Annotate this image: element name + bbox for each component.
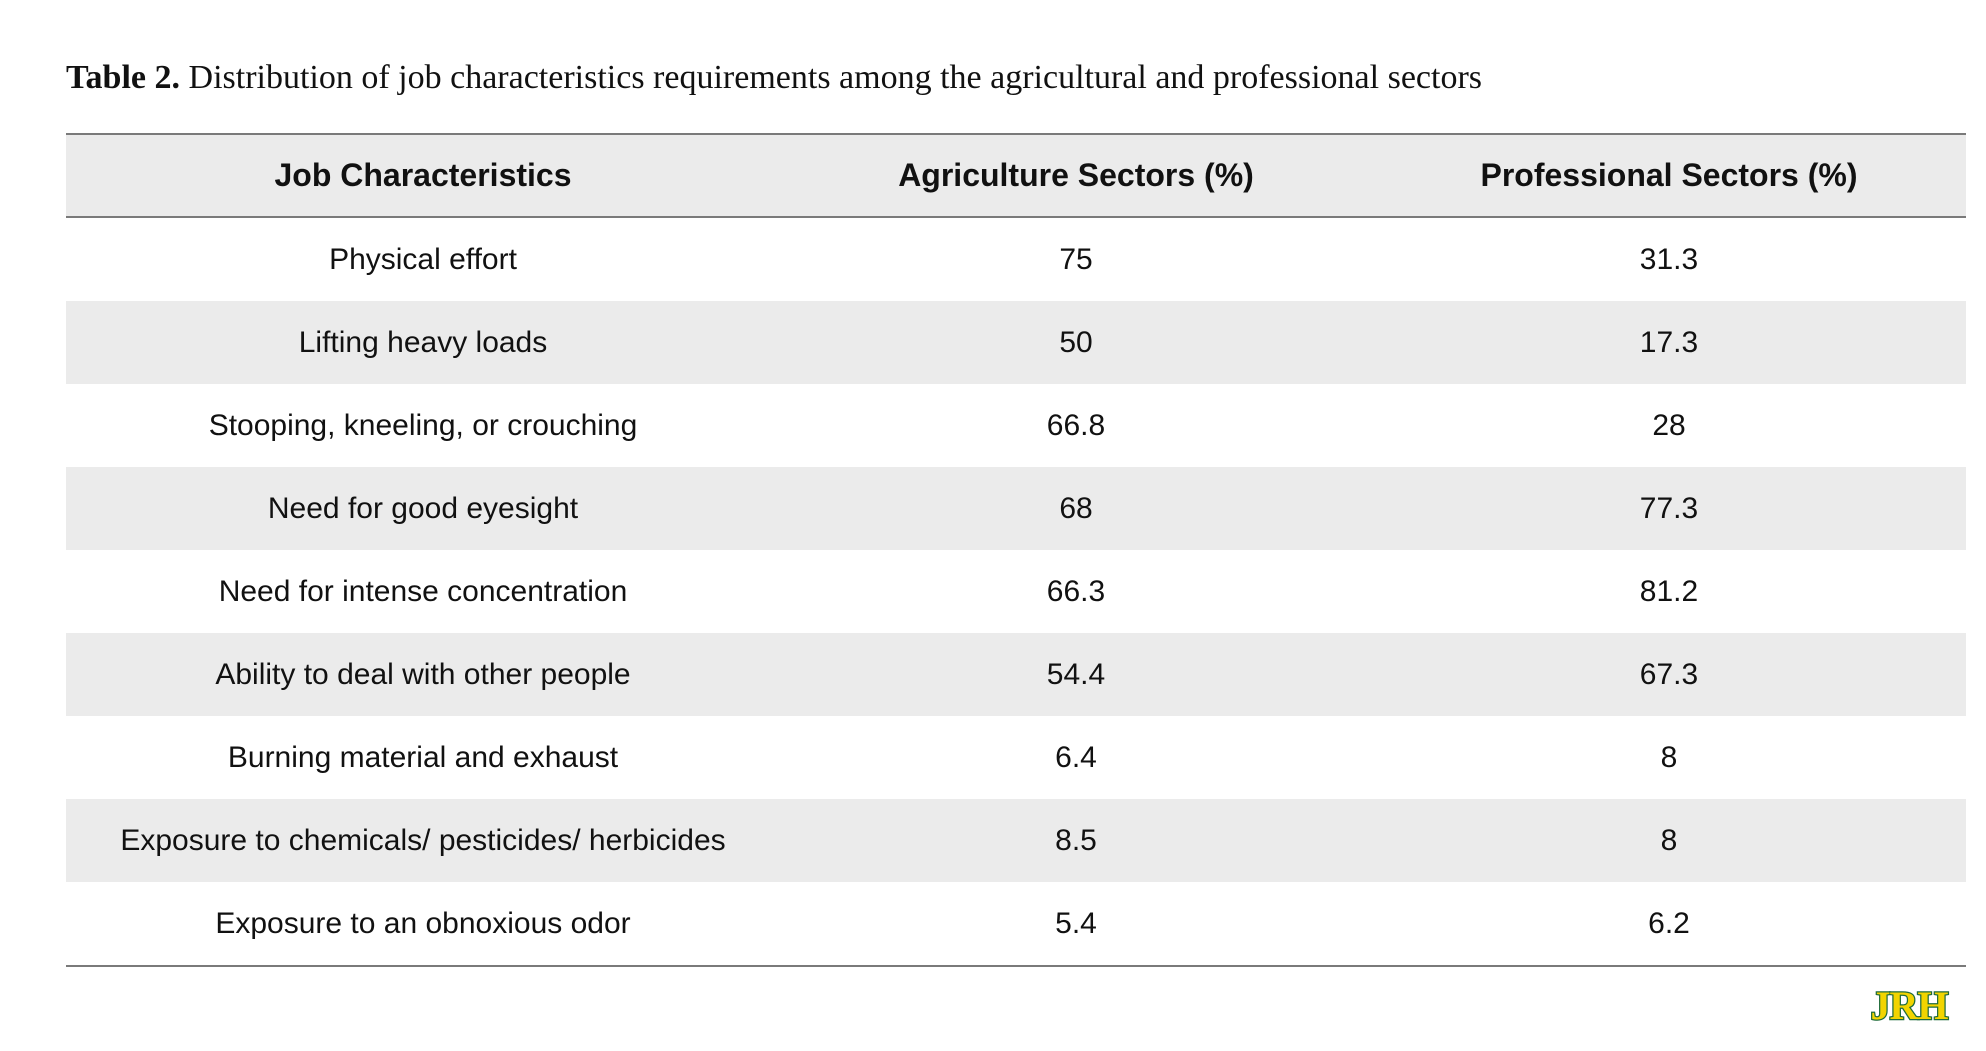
cell-agriculture-percent: 68 bbox=[780, 467, 1372, 550]
cell-agriculture-percent: 8.5 bbox=[780, 799, 1372, 882]
cell-professional-percent: 67.3 bbox=[1372, 633, 1966, 716]
cell-job-characteristic: Stooping, kneeling, or crouching bbox=[208, 408, 638, 442]
cell-agriculture-percent: 6.4 bbox=[1055, 740, 1097, 774]
table-row: Stooping, kneeling, or crouching 66.8 28 bbox=[66, 384, 1966, 467]
table-row: Exposure to an obnoxious odor 5.4 6.2 bbox=[66, 882, 1966, 966]
table-row: Need for intense concentration 66.3 81.2 bbox=[66, 550, 1966, 633]
column-header-agriculture-sectors: Agriculture Sectors (%) bbox=[780, 134, 1372, 218]
cell-agriculture-percent: 75 bbox=[1059, 242, 1093, 276]
jrh-logo: JRH bbox=[1869, 983, 1950, 1025]
table-row: Burning material and exhaust 6.4 8 bbox=[66, 716, 1966, 799]
table-caption-label: Table 2. bbox=[66, 59, 181, 96]
table-row: Exposure to chemicals/ pesticides/ herbi… bbox=[66, 799, 1966, 882]
table-row: Need for good eyesight 68 77.3 bbox=[66, 467, 1966, 550]
cell-job-characteristic: Burning material and exhaust bbox=[227, 740, 619, 774]
cell-agriculture-percent: 54.4 bbox=[780, 633, 1372, 716]
logo-lettering: JRH bbox=[1871, 983, 1949, 1025]
table-caption: Table 2. Distribution of job characteris… bbox=[66, 52, 1966, 104]
cell-job-characteristic: Exposure to chemicals/ pesticides/ herbi… bbox=[66, 799, 780, 882]
table-row: Lifting heavy loads 50 17.3 bbox=[66, 301, 1966, 384]
cell-professional-percent: 31.3 bbox=[1639, 242, 1699, 276]
data-table: Job Characteristics Agriculture Sectors … bbox=[66, 133, 1966, 967]
cell-professional-percent: 81.2 bbox=[1639, 574, 1699, 608]
cell-professional-percent: 28 bbox=[1652, 408, 1686, 442]
table-row: Physical effort 75 31.3 bbox=[66, 217, 1966, 301]
cell-agriculture-percent: 66.8 bbox=[1046, 408, 1106, 442]
cell-job-characteristic: Need for good eyesight bbox=[66, 467, 780, 550]
cell-agriculture-percent: 5.4 bbox=[1055, 906, 1097, 940]
cell-professional-percent: 6.2 bbox=[1648, 906, 1690, 940]
cell-job-characteristic: Physical effort bbox=[329, 242, 517, 276]
cell-job-characteristic: Ability to deal with other people bbox=[66, 633, 780, 716]
table-header-row: Job Characteristics Agriculture Sectors … bbox=[66, 134, 1966, 218]
cell-professional-percent: 8 bbox=[1372, 799, 1966, 882]
cell-job-characteristic: Need for intense concentration bbox=[218, 574, 628, 608]
cell-professional-percent: 77.3 bbox=[1372, 467, 1966, 550]
cell-job-characteristic: Exposure to an obnoxious odor bbox=[215, 906, 631, 940]
column-header-job-characteristics: Job Characteristics bbox=[66, 134, 780, 218]
table-row: Ability to deal with other people 54.4 6… bbox=[66, 633, 1966, 716]
cell-job-characteristic: Lifting heavy loads bbox=[66, 301, 780, 384]
cell-professional-percent: 17.3 bbox=[1372, 301, 1966, 384]
cell-agriculture-percent: 50 bbox=[780, 301, 1372, 384]
column-header-professional-sectors: Professional Sectors (%) bbox=[1372, 134, 1966, 218]
table-caption-text: Distribution of job characteristics requ… bbox=[188, 59, 1483, 96]
cell-agriculture-percent: 66.3 bbox=[1046, 574, 1106, 608]
cell-professional-percent: 8 bbox=[1660, 740, 1678, 774]
